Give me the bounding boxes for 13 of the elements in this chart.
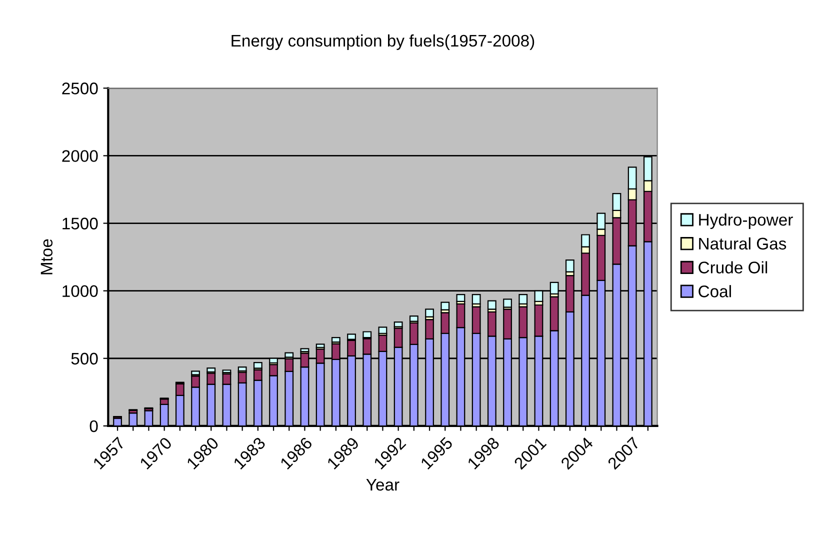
y-tick-label: 1000	[62, 285, 98, 298]
y-axis-title: Mtoe	[40, 239, 53, 274]
legend-label: Coal	[698, 285, 731, 298]
chart-title: Energy consumption by fuels(1957-2008)	[232, 34, 534, 50]
y-tick-label: 500	[71, 352, 98, 365]
y-tick-label: 1500	[62, 218, 98, 230]
legend-label: Hydro-power	[699, 213, 793, 230]
legend-label: Crude Oil	[698, 261, 768, 274]
y-tick-label: 2500	[62, 82, 98, 94]
x-axis-title: Year	[366, 479, 400, 491]
legend-label: Natural Gas	[699, 237, 786, 250]
y-tick-label: 2000	[62, 150, 98, 162]
y-tick-label: 0	[90, 420, 98, 432]
